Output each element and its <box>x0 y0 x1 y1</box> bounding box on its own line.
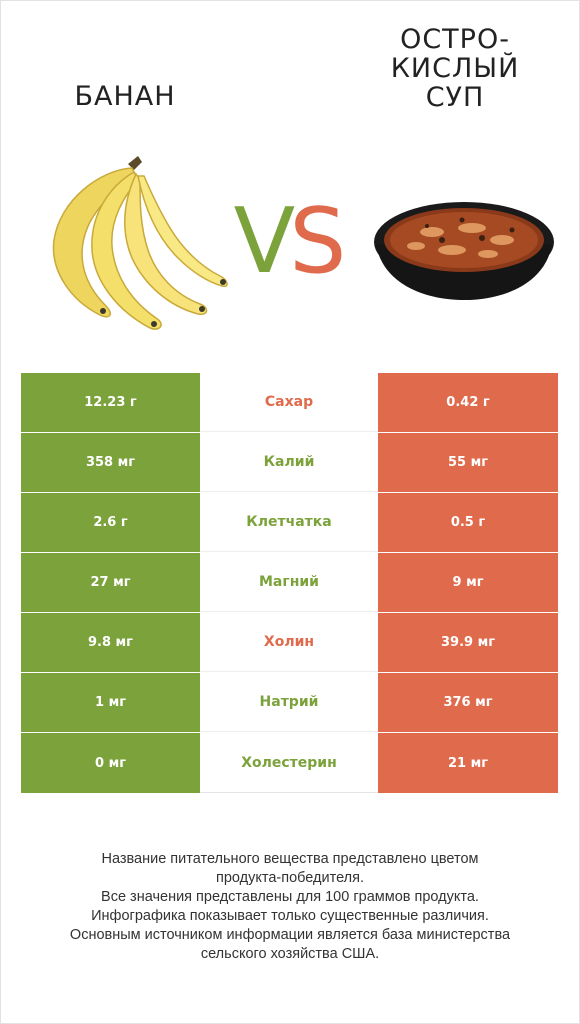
left-value-cell: 358 мг <box>21 433 200 492</box>
banana-image <box>52 156 228 330</box>
right-title-line: СУП <box>425 82 485 113</box>
right-value-cell: 0.5 г <box>378 493 558 552</box>
table-row: 9.8 мг Холин 39.9 мг <box>21 613 558 673</box>
right-value-cell: 9 мг <box>378 553 558 612</box>
footer-line: Инфографика показывает только существенн… <box>91 908 489 924</box>
table-row: 0 мг Холестерин 21 мг <box>21 733 558 793</box>
right-title-line: КИСЛЫЙ <box>390 53 520 84</box>
footer-line: Название питательного вещества представл… <box>101 851 479 867</box>
right-food-title: ОСТРО- КИСЛЫЙ СУП <box>350 25 560 112</box>
vs-s-letter: S <box>289 189 346 294</box>
right-value-cell: 21 мг <box>378 733 558 793</box>
nutrient-name-cell: Холин <box>200 613 378 672</box>
nutrient-name-cell: Магний <box>200 553 378 612</box>
left-value-cell: 2.6 г <box>21 493 200 552</box>
nutrient-name-cell: Клетчатка <box>200 493 378 552</box>
left-food-title: БАНАН <box>74 81 176 112</box>
footer-line: Все значения представлены для 100 граммо… <box>101 889 479 905</box>
nutrient-name-cell: Сахар <box>200 373 378 432</box>
vs-v-letter: V <box>233 189 296 294</box>
footer-line: продукта-победителя. <box>215 870 365 886</box>
right-title-line: ОСТРО- <box>400 24 510 55</box>
versus-label: VS <box>222 196 352 288</box>
footer-line: Основным источником информации является … <box>69 927 511 943</box>
left-value-cell: 9.8 мг <box>21 613 200 672</box>
left-value-cell: 12.23 г <box>21 373 200 432</box>
left-value-cell: 0 мг <box>21 733 200 793</box>
soup-image <box>374 202 554 300</box>
footer-notes: Название питательного вещества представл… <box>10 850 570 964</box>
right-value-cell: 376 мг <box>378 673 558 732</box>
nutrient-name-cell: Холестерин <box>200 733 378 793</box>
right-value-cell: 55 мг <box>378 433 558 492</box>
left-value-cell: 27 мг <box>21 553 200 612</box>
left-value-cell: 1 мг <box>21 673 200 732</box>
nutrient-name-cell: Натрий <box>200 673 378 732</box>
right-value-cell: 39.9 мг <box>378 613 558 672</box>
footer-line: сельского хозяйства США. <box>200 946 380 962</box>
table-row: 1 мг Натрий 376 мг <box>21 673 558 733</box>
right-value-cell: 0.42 г <box>378 373 558 432</box>
nutrient-name-cell: Калий <box>200 433 378 492</box>
table-row: 12.23 г Сахар 0.42 г <box>21 373 558 433</box>
table-row: 358 мг Калий 55 мг <box>21 433 558 493</box>
table-row: 27 мг Магний 9 мг <box>21 553 558 613</box>
table-row: 2.6 г Клетчатка 0.5 г <box>21 493 558 553</box>
